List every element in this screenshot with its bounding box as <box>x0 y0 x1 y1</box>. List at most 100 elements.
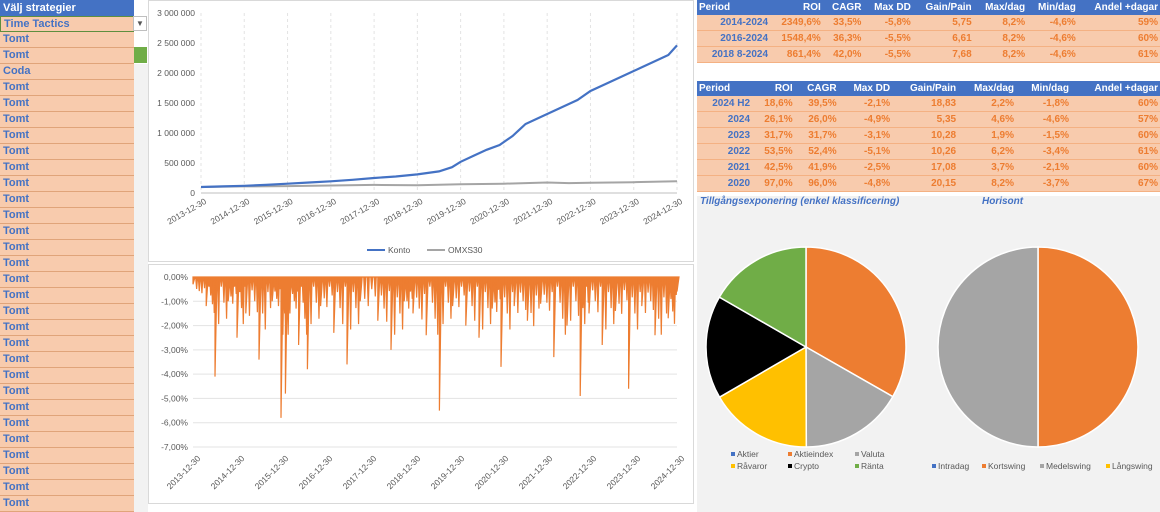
strategy-cell[interactable]: Tomt <box>0 432 134 448</box>
column-header: Gain/Pain <box>892 81 959 96</box>
column-header: Max DD <box>863 0 913 15</box>
table-cell: 2024 H2 <box>697 96 753 112</box>
strategy-cell[interactable]: Tomt <box>0 256 134 272</box>
column-header: Max/dag <box>958 81 1016 96</box>
selected-cell-marker <box>134 47 147 63</box>
strategy-select-cell[interactable]: Time Tactics <box>0 16 134 32</box>
legend-swatch <box>982 464 986 468</box>
legend-label: Intradag <box>938 461 969 471</box>
table-cell: 17,08 <box>892 159 959 176</box>
legend-label: Crypto <box>794 461 819 471</box>
x-tick-label: 2018-12-30 <box>385 453 423 491</box>
y-tick-label: -4,00% <box>161 369 188 379</box>
strategy-cell[interactable]: Tomt <box>0 80 134 96</box>
table-cell: -3,1% <box>838 127 893 144</box>
strategy-dropdown-arrow[interactable]: ▼ <box>133 16 147 31</box>
strategy-cell[interactable]: Tomt <box>0 464 134 480</box>
strategy-cell[interactable]: Tomt <box>0 208 134 224</box>
legend-label: Medelswing <box>1046 461 1091 471</box>
strategy-cell[interactable]: Tomt <box>0 400 134 416</box>
table-row: 2022 53,5% 52,4% -5,1% 10,26 6,2% -3,4% 61% <box>697 143 1160 160</box>
table-cell: -5,1% <box>838 143 893 160</box>
stats-table-periods: Period ROI CAGR Max DD Gain/Pain Max/dag Min/d… <box>697 0 1160 63</box>
strategy-cell[interactable]: Tomt <box>0 128 134 144</box>
table-cell: 60% <box>1070 159 1160 176</box>
table-cell: 31,7% <box>752 127 795 144</box>
y-tick-label: -3,00% <box>161 345 188 355</box>
table-cell: 39,5% <box>794 96 839 112</box>
table-cell: -5,8% <box>863 15 913 31</box>
strategy-cell[interactable]: Tomt <box>0 304 134 320</box>
strategy-cell[interactable]: Tomt <box>0 448 134 464</box>
strategy-cell[interactable]: Tomt <box>0 416 134 432</box>
strategy-cell[interactable]: Tomt <box>0 480 134 496</box>
strategy-cell[interactable]: Tomt <box>0 224 134 240</box>
strategy-cell[interactable]: Tomt <box>0 336 134 352</box>
series-line <box>200 44 678 189</box>
exposure-pie-chart: Aktier Aktieindex Valuta Råvaror Crypto Ränta <box>705 246 907 471</box>
strategy-cell[interactable]: Tomt <box>0 272 134 288</box>
sidebar-header: Välj strategier <box>0 0 134 16</box>
pie-slice <box>705 296 808 399</box>
strategy-cell[interactable]: Coda <box>0 64 134 80</box>
strategy-cell[interactable]: Tomt <box>0 112 134 128</box>
strategy-cell[interactable]: Tomt <box>0 48 134 64</box>
strategy-cell[interactable]: Tomt <box>0 352 134 368</box>
strategy-cell[interactable]: Tomt <box>0 192 134 208</box>
strategy-cell[interactable]: Tomt <box>0 240 134 256</box>
legend-label: Långswing <box>1112 461 1153 471</box>
table-row: 2020 97,0% 96,0% -4,8% 20,15 8,2% -3,7% 67% <box>697 175 1160 192</box>
y-tick-label: -5,00% <box>161 393 188 403</box>
strategy-cell[interactable]: Tomt <box>0 288 134 304</box>
pie-slice <box>805 345 894 448</box>
legend-label: Konto <box>388 245 410 255</box>
column-header: Max/dag <box>973 0 1028 15</box>
strategy-cell[interactable]: Tomt <box>0 384 134 400</box>
table-cell: -4,6% <box>1027 46 1078 63</box>
strategy-cell[interactable]: Tomt <box>0 368 134 384</box>
y-tick-label: 2 000 000 <box>157 68 195 78</box>
table-cell: 20,15 <box>892 175 959 192</box>
column-header: Min/dag <box>1016 81 1071 96</box>
strategy-cell[interactable]: Tomt <box>0 320 134 336</box>
table-row: 2024 H2 18,6% 39,5% -2,1% 18,83 2,2% -1,8% 60% <box>697 96 1160 112</box>
strategy-cell[interactable]: Tomt <box>0 496 134 512</box>
x-tick-label: 2013-12-30 <box>165 196 208 227</box>
x-tick-label: 2018-12-30 <box>382 196 425 227</box>
table-cell: -4,9% <box>838 111 893 128</box>
table-cell: -4,6% <box>1027 30 1078 47</box>
pie-slice <box>718 246 807 349</box>
table-cell: -4,6% <box>1027 15 1078 31</box>
column-header: Andel +dagar <box>1077 0 1160 15</box>
table-row: 2024 26,1% 26,0% -4,9% 5,35 4,6% -4,6% 57% <box>697 111 1160 128</box>
strategy-cell[interactable]: Tomt <box>0 160 134 176</box>
strategy-cell[interactable]: Tomt <box>0 32 134 48</box>
x-tick-label: 2016-12-30 <box>297 453 335 491</box>
legend-label: Aktieindex <box>794 449 834 459</box>
y-tick-label: -6,00% <box>161 418 188 428</box>
table-cell: -2,1% <box>1016 159 1071 176</box>
table-cell: 5,35 <box>892 111 959 128</box>
table-cell: -4,6% <box>1016 111 1071 128</box>
strategy-cell[interactable]: Tomt <box>0 176 134 192</box>
table-cell: -2,5% <box>838 159 893 176</box>
table-cell: 10,28 <box>892 127 959 144</box>
table-cell: 6,2% <box>958 143 1016 160</box>
strategy-cell[interactable]: Tomt <box>0 144 134 160</box>
legend-swatch <box>855 464 859 468</box>
table-cell: 59% <box>1077 15 1160 31</box>
strategy-cell[interactable]: Tomt <box>0 96 134 112</box>
legend-swatch <box>855 452 859 456</box>
table-cell: 97,0% <box>752 175 795 192</box>
x-tick-label: 2024-12-30 <box>641 196 684 227</box>
y-tick-label: 3 000 000 <box>157 8 195 18</box>
legend-swatch <box>1106 464 1110 468</box>
table-cell: -3,7% <box>1016 175 1071 192</box>
table-cell: 8,2% <box>973 15 1028 31</box>
drawdown-chart: 0,00% -1,00% -2,00% -3,00% -4,00% -5,00% -6,00… <box>161 272 687 491</box>
legend-label: Kortswing <box>988 461 1026 471</box>
x-tick-label: 2021-12-30 <box>512 196 555 227</box>
table-cell: 6,61 <box>912 30 974 47</box>
exposure-title: Tillgångsexponering (enkel klassificerin… <box>700 196 900 207</box>
table-row: 2021 42,5% 41,9% -2,5% 17,08 3,7% -2,1% 60% <box>697 159 1160 176</box>
